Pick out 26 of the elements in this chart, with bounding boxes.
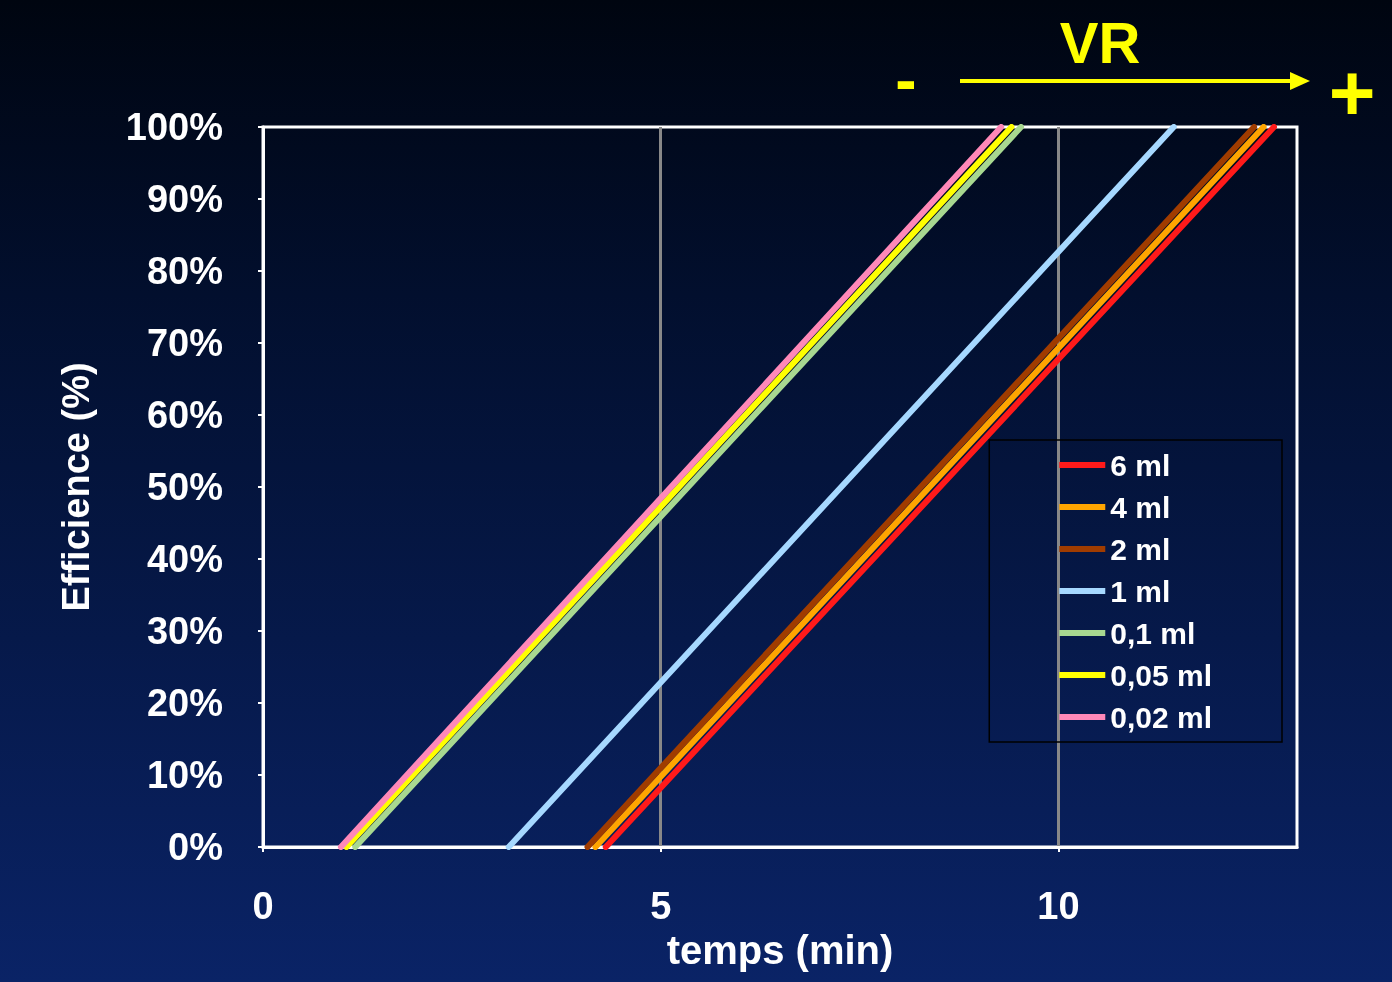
y-tick-label: 40%: [146, 538, 223, 580]
legend-label: 0,02 ml: [1110, 700, 1212, 734]
y-tick-label: 10%: [146, 754, 223, 796]
legend-label: 4 ml: [1110, 490, 1171, 524]
y-tick-label: 50%: [146, 466, 223, 508]
y-tick-label: 70%: [146, 322, 223, 364]
y-tick-label: 90%: [146, 178, 223, 220]
legend-label: 1 ml: [1110, 574, 1171, 608]
text: VR: [1059, 9, 1141, 75]
x-tick-label: 10: [1037, 885, 1080, 927]
y-tick-label: 20%: [146, 682, 223, 724]
y-tick-label: 0%: [168, 826, 223, 868]
x-tick-label: 0: [252, 885, 274, 927]
y-tick-label: 30%: [146, 610, 223, 652]
y-tick-label: 100%: [125, 106, 223, 148]
y-tick-label: 60%: [146, 394, 223, 436]
legend-label: 6 ml: [1110, 448, 1171, 482]
x-axis-title: temps (min): [666, 927, 894, 972]
text: +: [1328, 47, 1376, 137]
x-tick-label: 5: [650, 885, 672, 927]
y-axis-title: Efficience (%): [55, 362, 97, 612]
y-tick-label: 80%: [146, 250, 223, 292]
text: -: [895, 44, 917, 116]
legend-label: 0,1 ml: [1110, 616, 1196, 650]
legend-label: 0,05 ml: [1110, 658, 1212, 692]
legend-label: 2 ml: [1110, 532, 1171, 566]
